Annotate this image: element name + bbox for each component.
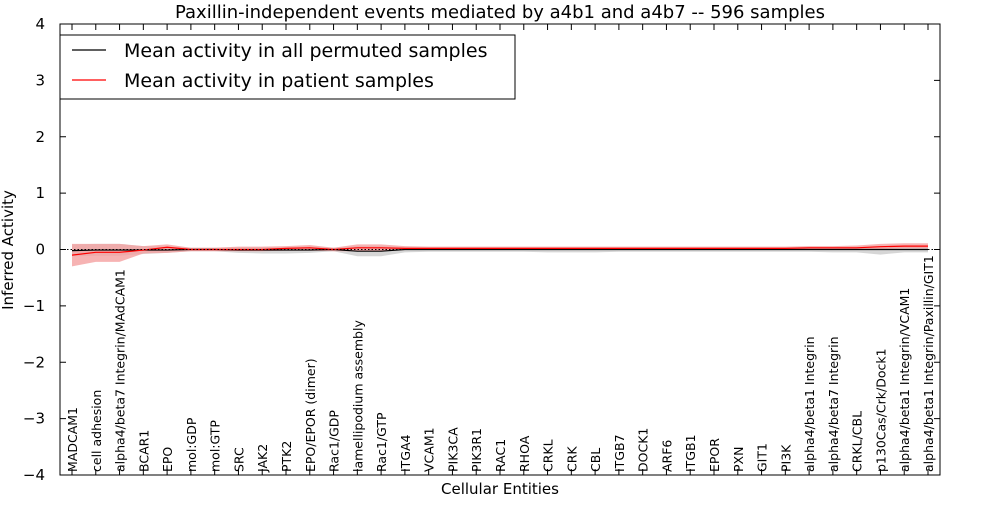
x-tick-label: GIT1 [755, 443, 770, 472]
x-axis-label: Cellular Entities [441, 480, 559, 498]
x-tick-labels: MADCAM1 cell adhesion alpha4/beta7 Integri… [65, 255, 936, 473]
y-tick-label: 4 [35, 15, 45, 33]
chart-title: Paxillin-independent events mediated by … [175, 2, 825, 23]
x-tick-label: PXN [731, 447, 746, 472]
x-tick-label: VCAM1 [422, 427, 437, 472]
band-patient [72, 243, 928, 267]
x-tick-label: PIK3CA [445, 427, 460, 472]
x-tick-label: SRC [231, 447, 246, 472]
series-lines [60, 245, 940, 256]
x-tick-label: EPOR [707, 438, 722, 472]
x-tick-label: JAK2 [255, 444, 270, 473]
x-tick-label: mol:GTP [208, 420, 223, 472]
x-tick-label: RHOA [517, 435, 532, 472]
y-tick-label: 1 [35, 184, 45, 202]
y-axis-label: Inferred Activity [0, 190, 17, 310]
y-tick-label: 0 [35, 241, 45, 259]
y-tick-label: 2 [35, 128, 45, 146]
x-tick-label: MADCAM1 [65, 407, 80, 472]
x-tick-label: ARF6 [659, 440, 674, 472]
x-tick-label: CRK [564, 446, 579, 472]
x-tick-label: ITGA4 [398, 434, 413, 472]
legend: Mean activity in all permuted samples Me… [59, 34, 516, 100]
y-tick-label: −3 [23, 410, 45, 428]
x-tick-label: Rac1/GTP [374, 412, 389, 472]
axis-ticks [60, 23, 940, 476]
x-tick-label: Rac1/GDP [327, 410, 342, 472]
x-tick-label: alpha4/beta1 Integrin/VCAM1 [897, 288, 912, 472]
x-tick-label: CRKL/CBL [850, 411, 865, 472]
x-tick-label: p130Cas/Crk/Dock1 [873, 348, 888, 472]
x-tick-label: lamellipodium assembly [350, 320, 365, 472]
x-tick-label: PIK3R1 [469, 428, 484, 472]
y-tick-label: −1 [23, 297, 45, 315]
x-tick-label: EPO/EPOR (dimer) [303, 358, 318, 472]
x-tick-label: CBL [588, 448, 603, 472]
y-tick-labels: −4 −3 −2 −1 0 1 2 3 4 [23, 15, 45, 484]
x-tick-label: mol:GDP [184, 417, 199, 472]
x-tick-label: PI3K [778, 444, 793, 472]
x-tick-label: alpha4/beta7 Integrin/MAdCAM1 [113, 269, 128, 472]
x-tick-label: alpha4/beta1 Integrin/Paxillin/GIT1 [921, 255, 936, 472]
legend-label-permuted: Mean activity in all permuted samples [124, 40, 487, 62]
y-tick-label: −4 [23, 466, 45, 484]
legend-box [59, 34, 516, 100]
confidence-bands [72, 243, 928, 267]
legend-label-patient: Mean activity in patient samples [124, 70, 434, 92]
x-tick-label: RAC1 [493, 439, 508, 472]
x-tick-label: CRKL [541, 439, 556, 472]
x-tick-label: DOCK1 [636, 428, 651, 472]
x-tick-label: PTK2 [279, 441, 294, 472]
x-tick-label: alpha4/beta7 Integrin [826, 336, 841, 472]
x-tick-label: cell adhesion [89, 390, 104, 472]
y-tick-label: −2 [23, 353, 45, 371]
x-tick-label: alpha4/beta1 Integrin [802, 336, 817, 472]
x-tick-label: ITGB1 [683, 434, 698, 472]
y-tick-label: 3 [35, 71, 45, 89]
x-tick-label: EPO [160, 447, 175, 472]
x-tick-label: BCAR1 [136, 430, 151, 472]
x-tick-label: ITGB7 [612, 434, 627, 472]
